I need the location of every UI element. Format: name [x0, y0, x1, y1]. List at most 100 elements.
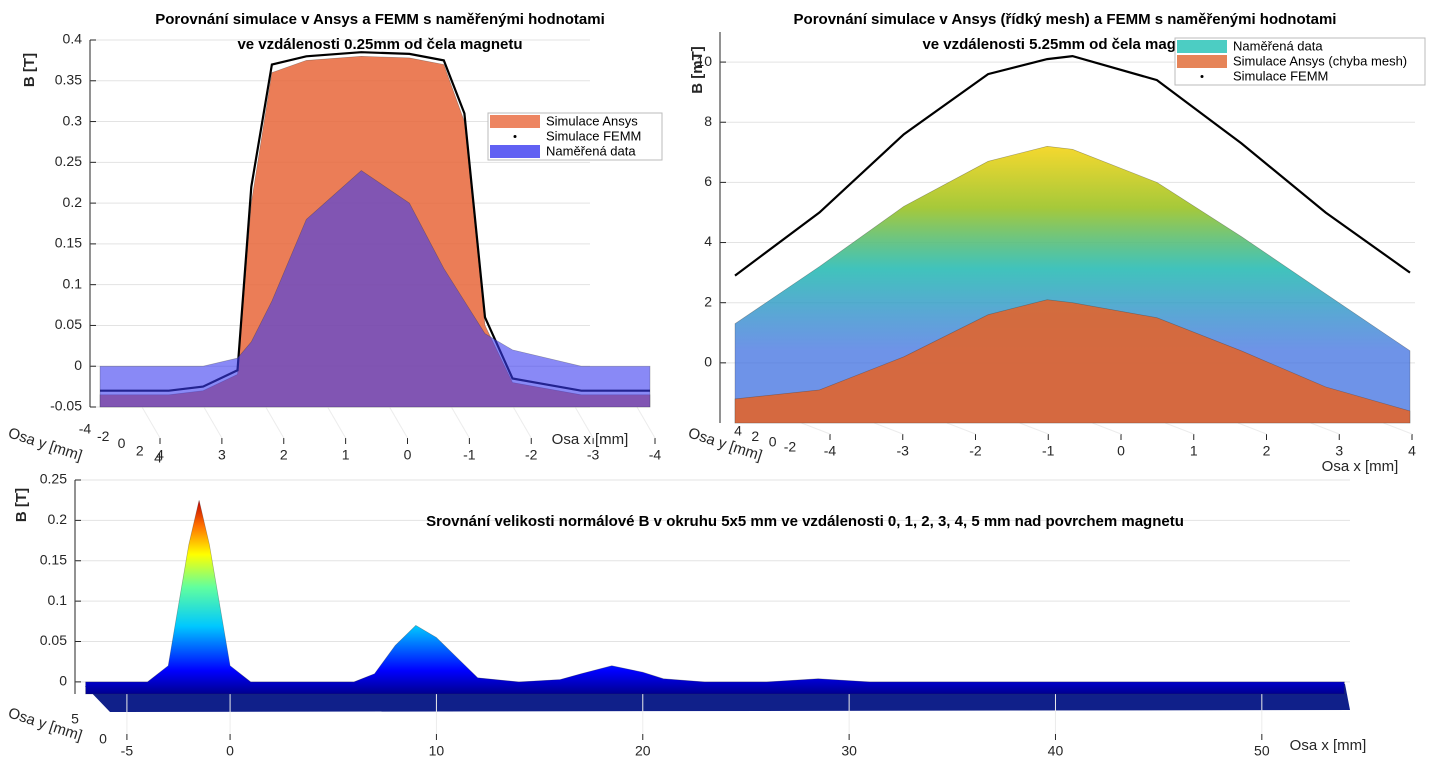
x-tick-label: 2	[1263, 443, 1271, 459]
surface	[99, 170, 651, 408]
z-tick-label: 0.05	[40, 632, 67, 648]
z-axis-label: B [T]	[13, 488, 30, 522]
grid-line	[1165, 422, 1194, 435]
x-tick-label: 20	[635, 743, 651, 759]
y-tick-label: -2	[784, 439, 797, 455]
grid-line	[946, 422, 976, 435]
z-tick-label: 0.2	[48, 511, 68, 527]
surface	[734, 299, 1411, 424]
legend-swatch	[1177, 55, 1227, 68]
z-axis-label: B [T]	[21, 53, 38, 87]
x-tick-label: 0	[404, 447, 412, 463]
x-tick-label: -2	[525, 447, 538, 463]
grid-line	[1310, 422, 1340, 435]
grid-line	[1019, 422, 1049, 435]
x-tick-label: -4	[649, 447, 662, 463]
z-tick-label: -0.05	[50, 398, 82, 414]
x-tick-label: 1	[342, 447, 350, 463]
x-tick-label: 10	[429, 743, 445, 759]
legend-marker	[1200, 75, 1204, 78]
z-tick-label: 0.1	[63, 275, 83, 291]
x-tick-label: -2	[969, 443, 982, 459]
chart-title: ve vzdálenosti 5.25mm od čela magnetu	[922, 36, 1207, 53]
y-tick-label: -4	[79, 421, 92, 437]
x-tick-label: -3	[897, 443, 910, 459]
legend-label: Simulace FEMM	[546, 128, 641, 143]
z-tick-label: 0	[704, 354, 712, 370]
grid-line	[1383, 422, 1413, 435]
y-tick-label: 4	[734, 423, 742, 439]
grid-line	[141, 406, 161, 439]
chart-title: ve vzdálenosti 0.25mm od čela magnetu	[237, 36, 522, 53]
z-tick-label: 0.3	[63, 112, 83, 128]
x-tick-label: 40	[1048, 743, 1064, 759]
grid-line	[327, 406, 347, 439]
legend-label: Naměřená data	[1233, 38, 1323, 53]
y-tick-label: 5	[71, 711, 79, 727]
x-tick-label: 3	[218, 447, 226, 463]
z-axis-label: B [mT]	[689, 46, 706, 94]
z-tick-label: 0	[74, 357, 82, 373]
x-axis-label: Osa x [mm]	[1290, 737, 1367, 754]
z-tick-label: 4	[704, 233, 712, 249]
z-tick-label: 2	[704, 293, 712, 309]
grid-line	[636, 406, 656, 439]
grid-line	[265, 406, 285, 439]
grid-line	[1237, 422, 1267, 435]
grid-line	[512, 406, 532, 439]
grid-line	[450, 406, 470, 439]
legend-label: Simulace Ansys (chyba mesh)	[1233, 53, 1407, 68]
z-tick-label: 6	[704, 173, 712, 189]
x-tick-label: 50	[1254, 743, 1270, 759]
x-axis-label: Osa x [mm]	[552, 431, 629, 448]
x-tick-label: 30	[841, 743, 857, 759]
z-tick-label: 0.15	[55, 235, 82, 251]
x-tick-label: 0	[1117, 443, 1125, 459]
x-tick-label: -1	[1042, 443, 1055, 459]
x-tick-label: 4	[156, 447, 164, 463]
y-tick-label: 2	[136, 442, 144, 458]
z-tick-label: 0.05	[55, 316, 82, 332]
chart-title: Srovnání velikosti normálové B v okruhu …	[426, 513, 1184, 530]
y-tick-label: -2	[97, 428, 110, 444]
line	[734, 54, 1411, 277]
y-axis-label: Osa y [mm]	[6, 425, 84, 465]
grid-line	[203, 406, 223, 439]
chart-title: Porovnání simulace v Ansys a FEMM s namě…	[155, 11, 605, 28]
y-tick-label: 0	[118, 435, 126, 451]
legend-swatch	[1177, 40, 1227, 53]
x-axis-label: Osa x [mm]	[1322, 458, 1399, 475]
x-tick-label: -1	[463, 447, 476, 463]
z-tick-label: 0.1	[48, 592, 68, 608]
z-tick-label: 0	[59, 673, 67, 689]
x-tick-label: -5	[121, 743, 134, 759]
x-tick-label: 0	[226, 743, 234, 759]
y-tick-label: 0	[99, 731, 107, 747]
y-tick-label: 4	[154, 450, 162, 466]
z-tick-label: 0.4	[63, 31, 83, 47]
legend-swatch	[490, 115, 540, 128]
z-tick-label: 0.25	[55, 153, 82, 169]
grid-line	[874, 422, 903, 435]
grid-line	[1092, 422, 1122, 435]
y-tick-label: 2	[751, 428, 759, 444]
x-tick-label: -3	[587, 447, 600, 463]
legend-marker	[513, 135, 517, 138]
chart-title: Porovnání simulace v Ansys (řídký mesh) …	[794, 11, 1337, 28]
x-tick-label: 4	[1408, 443, 1416, 459]
z-tick-label: 8	[704, 113, 712, 129]
legend-label: Naměřená data	[546, 143, 636, 158]
z-tick-label: 0.35	[55, 71, 82, 87]
legend-label: Simulace FEMM	[1233, 68, 1328, 83]
legend-swatch	[490, 145, 540, 158]
x-tick-label: 1	[1190, 443, 1198, 459]
z-tick-label: 0.2	[63, 194, 83, 210]
x-tick-label: 2	[280, 447, 288, 463]
z-tick-label: 0.25	[40, 471, 67, 487]
z-tick-label: 10	[696, 53, 712, 69]
x-tick-label: -4	[824, 443, 837, 459]
z-tick-label: 0.15	[40, 551, 67, 567]
y-tick-label: 0	[769, 433, 777, 449]
grid-line	[801, 422, 831, 435]
